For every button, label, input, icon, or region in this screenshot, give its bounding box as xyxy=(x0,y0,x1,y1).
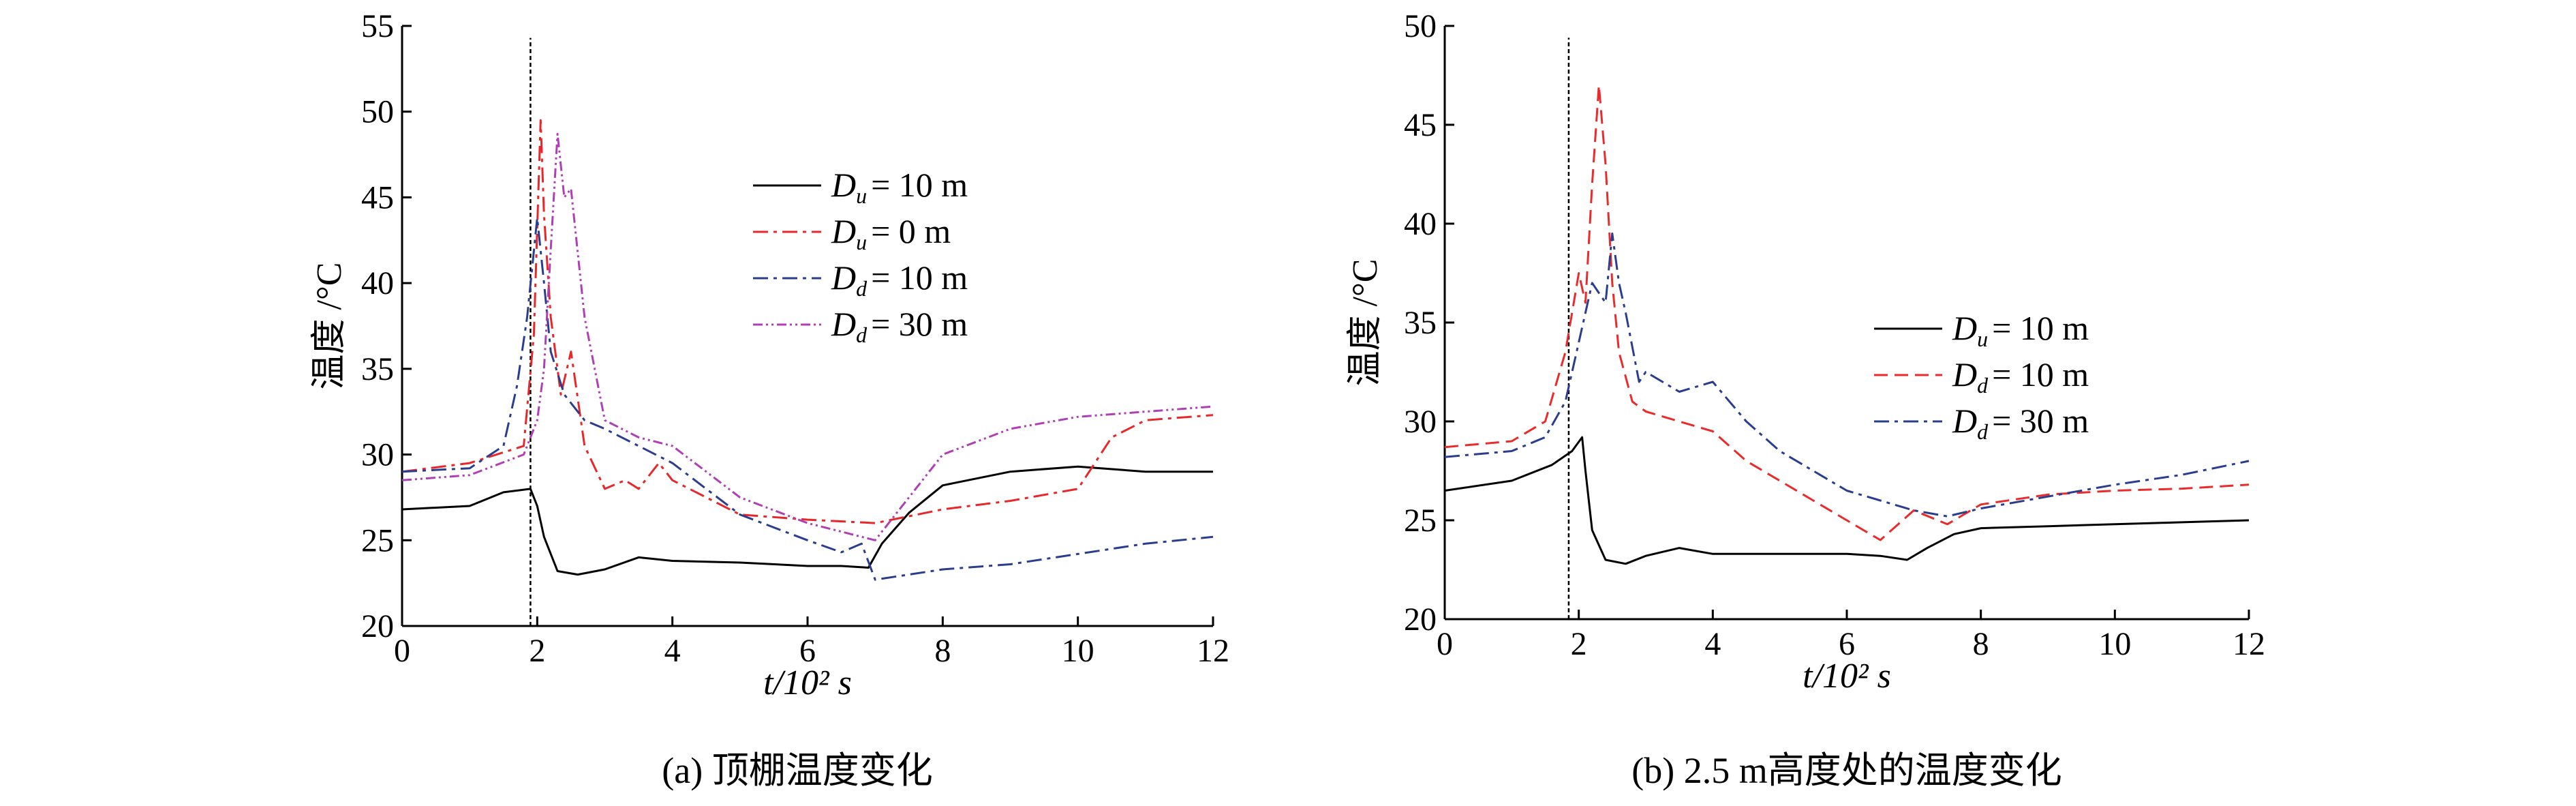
chart-a-series-line-1 xyxy=(401,119,1214,524)
legend-a-label-0: Du = 10 m xyxy=(831,166,968,208)
chart-b-xlabel: t/10² s xyxy=(1803,657,1891,696)
chart-a-xtick-label-5: 10 xyxy=(1062,633,1094,669)
chart-a-series-line-3 xyxy=(401,132,1214,541)
legend-b-label-1: Dd = 10 m xyxy=(1952,355,2089,398)
chart-b-ytick-label-3: 35 xyxy=(1404,305,1437,341)
chart-a-xtick-label-6: 12 xyxy=(1197,633,1229,669)
chart-a-caption: (a) 顶棚温度变化 xyxy=(662,750,932,791)
chart-b-ytick-label-0: 20 xyxy=(1404,601,1437,638)
chart-a-ytick-label-0: 20 xyxy=(361,608,394,644)
chart-a-series xyxy=(401,119,1214,581)
chart-b-xtick-label-4: 8 xyxy=(1973,626,1989,662)
chart-a-series-line-2 xyxy=(401,217,1214,581)
chart-b-series-line-2 xyxy=(1444,233,2250,518)
chart-a-xtick-label-1: 2 xyxy=(529,633,545,669)
chart-a-ytick-label-1: 25 xyxy=(361,522,394,558)
chart-a-ytick-label-4: 40 xyxy=(361,265,394,301)
chart-a-ylabel: 温度 /°C xyxy=(310,263,349,390)
chart-b-ytick-label-2: 30 xyxy=(1404,404,1437,440)
chart-a-xtick-label-0: 0 xyxy=(394,633,410,669)
chart-b-ylabel: 温度 /°C xyxy=(1346,259,1385,387)
chart-a-ytick-label-3: 35 xyxy=(361,351,394,387)
chart-b-xtick-label-6: 12 xyxy=(2233,626,2265,662)
chart-a-ticks: 0 2 4 6 8 10 12 20 25 30 35 40 45 50 55 xyxy=(361,8,1229,669)
chart-b-ytick-label-4: 40 xyxy=(1404,206,1437,242)
chart-b-series-line-1 xyxy=(1444,84,2250,541)
chart-b-ytick-label-6: 50 xyxy=(1404,8,1437,44)
chart-a-ytick-label-6: 50 xyxy=(361,94,394,130)
chart-b-xtick-label-0: 0 xyxy=(1437,626,1453,662)
chart-b-xtick-label-5: 10 xyxy=(2098,626,2131,662)
chart-b-xtick-label-3: 6 xyxy=(1839,626,1855,662)
legend-a-label-2: Dd = 10 m xyxy=(831,258,968,301)
chart-a-series-line-0 xyxy=(401,465,1213,576)
chart-b-series-line-0 xyxy=(1444,436,2250,565)
legend-b-label-2: Dd = 30 m xyxy=(1952,402,2089,444)
chart-a-legend: Du = 10 m Du = 0 m Dd = 10 m Dd = 30 m xyxy=(753,166,968,347)
chart-b-ytick-label-5: 45 xyxy=(1404,107,1437,143)
chart-a-ytick-label-2: 30 xyxy=(361,437,394,473)
chart-b-xtick-label-2: 4 xyxy=(1704,626,1721,662)
legend-a-label-3: Dd = 30 m xyxy=(831,305,968,347)
chart-b-ticks: 0 2 4 6 8 10 12 20 25 30 35 40 45 50 xyxy=(1404,8,2265,662)
chart-b-series xyxy=(1444,84,2250,565)
chart-b-legend: Du = 10 m Dd = 10 m Dd = 30 m xyxy=(1874,309,2089,444)
chart-a-xlabel: t/10² s xyxy=(763,663,852,702)
chart-b-xtick-label-1: 2 xyxy=(1571,626,1587,662)
chart-b: 0 2 4 6 8 10 12 20 25 30 35 40 45 50 温度 /°C t/10² s D… xyxy=(1346,8,2265,791)
chart-a-ytick-label-7: 55 xyxy=(361,8,394,44)
legend-b-label-0: Du = 10 m xyxy=(1952,309,2089,351)
legend-a-label-1: Du = 0 m xyxy=(831,212,951,254)
chart-a-xtick-label-4: 8 xyxy=(934,633,951,669)
chart-b-ytick-label-1: 25 xyxy=(1404,503,1437,539)
chart-a-ytick-label-5: 45 xyxy=(361,179,394,215)
chart-a-xtick-label-2: 4 xyxy=(664,633,681,669)
chart-a: 0 2 4 6 8 10 12 20 25 30 35 40 45 50 55 温度 /°C t/10² s… xyxy=(310,8,1229,791)
chart-b-caption: (b) 2.5 m高度处的温度变化 xyxy=(1631,750,2061,791)
chart-a-xtick-label-3: 6 xyxy=(799,633,816,669)
